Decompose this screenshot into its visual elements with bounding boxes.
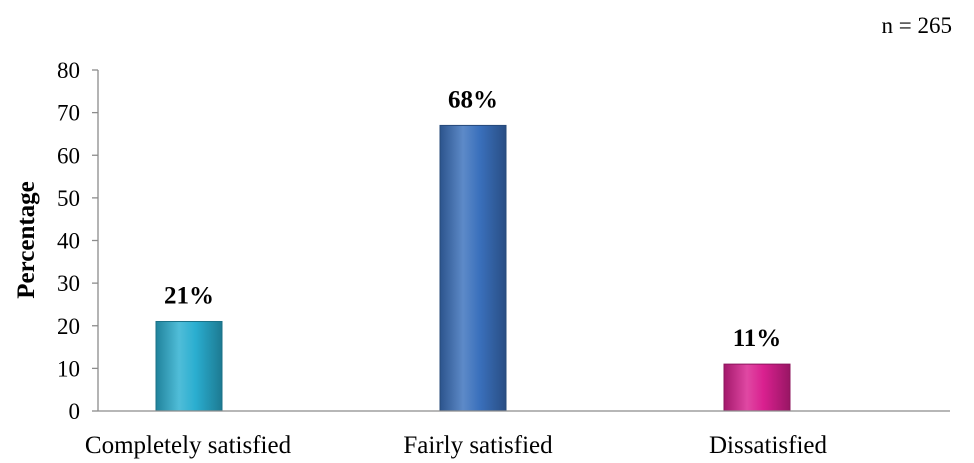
- y-tick-label: 60: [57, 143, 80, 168]
- category-label: Fairly satisfied: [403, 432, 553, 459]
- y-tick-label: 20: [57, 314, 80, 339]
- data-labels: 21% 68% 11%: [164, 86, 781, 352]
- category-labels: Completely satisfied Fairly satisfied Diss…: [85, 432, 828, 459]
- y-axis-title: Percentage: [13, 181, 40, 299]
- category-label: Completely satisfied: [85, 432, 292, 459]
- data-label: 11%: [733, 325, 782, 352]
- data-label: 68%: [448, 86, 498, 113]
- y-tick-label: 30: [57, 271, 80, 296]
- data-label: 21%: [164, 282, 214, 309]
- y-tick-label: 80: [57, 58, 80, 83]
- y-axis-ticks: 0 10 20 30 40 50 60 70 80: [57, 58, 98, 424]
- y-tick-label: 70: [57, 101, 80, 126]
- bar-fairly-satisfied: [439, 124, 507, 412]
- y-tick-label: 0: [69, 399, 81, 424]
- bar-completely-satisfied: [155, 320, 223, 412]
- bar-dissatisfied: [723, 363, 791, 412]
- category-label: Dissatisfied: [709, 432, 828, 459]
- bars: [155, 124, 791, 412]
- y-tick-label: 40: [57, 229, 80, 254]
- sample-size-note: n = 265: [882, 13, 952, 38]
- y-tick-label: 10: [57, 356, 80, 381]
- y-tick-label: 50: [57, 186, 80, 211]
